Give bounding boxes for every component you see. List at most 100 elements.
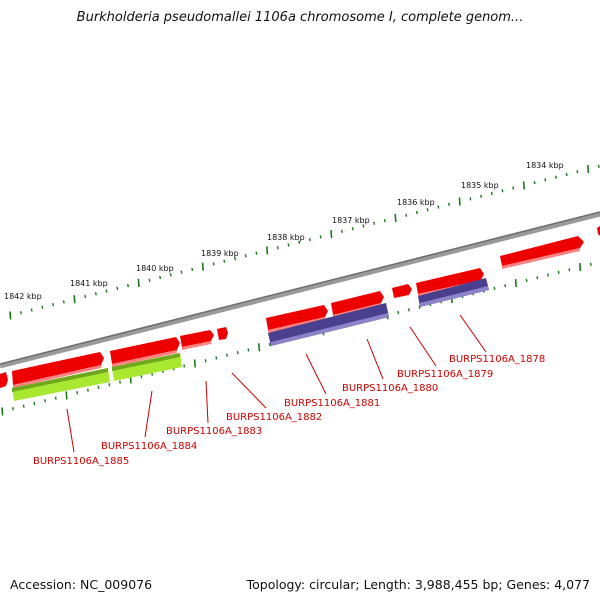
- major-tick: [579, 263, 582, 272]
- minor-tick: [319, 235, 322, 239]
- gene-label[interactable]: BURPS1106A_1883: [166, 426, 262, 437]
- minor-tick: [204, 359, 207, 363]
- minor-tick: [41, 305, 44, 309]
- minor-tick: [576, 170, 579, 174]
- minor-tick: [544, 178, 547, 182]
- major-tick: [514, 279, 517, 288]
- kbp-label: 1840 kbp: [136, 264, 174, 273]
- minor-tick: [555, 175, 557, 179]
- minor-tick: [212, 262, 215, 266]
- gene-feature[interactable]: [392, 284, 412, 298]
- minor-tick: [234, 256, 236, 261]
- kbp-label: 1837 kbp: [332, 216, 370, 225]
- minor-tick: [383, 218, 386, 223]
- minor-tick: [298, 240, 301, 244]
- kbp-label: 1834 kbp: [526, 161, 564, 170]
- minor-tick: [589, 262, 592, 267]
- minor-tick: [437, 205, 440, 209]
- minor-tick: [20, 311, 22, 315]
- minor-tick: [86, 388, 89, 392]
- minor-tick: [183, 364, 186, 368]
- minor-tick: [140, 375, 143, 379]
- gene-feature[interactable]: [266, 305, 328, 330]
- minor-tick: [493, 286, 496, 291]
- major-tick: [137, 278, 140, 287]
- outer-tick-ruler: [9, 164, 600, 320]
- minor-tick: [244, 254, 247, 258]
- kbp-label: 1839 kbp: [201, 249, 239, 258]
- major-tick: [65, 391, 68, 400]
- gene-label[interactable]: BURPS1106A_1878: [449, 354, 545, 365]
- minor-tick: [568, 268, 571, 272]
- gene-label[interactable]: BURPS1106A_1880: [342, 383, 438, 394]
- minor-tick: [180, 270, 183, 274]
- gene-label[interactable]: BURPS1106A_1881: [284, 398, 380, 409]
- minor-tick: [94, 292, 97, 296]
- minor-tick: [373, 221, 376, 225]
- major-tick: [330, 230, 333, 239]
- minor-tick: [76, 391, 79, 395]
- gene-feature[interactable]: [12, 352, 104, 385]
- minor-tick: [247, 348, 250, 352]
- gene-feature[interactable]: [416, 268, 484, 294]
- minor-tick: [255, 251, 258, 255]
- gene-feature[interactable]: [500, 236, 584, 266]
- gene-label[interactable]: BURPS1106A_1879: [397, 369, 493, 380]
- minor-tick: [362, 224, 365, 228]
- minor-tick: [525, 278, 528, 283]
- kbp-label: 1842 kbp: [4, 292, 42, 301]
- minor-tick: [84, 294, 87, 299]
- gene-feature[interactable]: [217, 327, 228, 340]
- minor-tick: [341, 229, 343, 234]
- minor-tick: [30, 308, 33, 312]
- minor-tick: [536, 276, 539, 280]
- minor-tick: [557, 270, 560, 275]
- minor-tick: [397, 310, 400, 315]
- minor-tick: [597, 164, 600, 169]
- minor-tick: [62, 300, 65, 304]
- minor-tick: [533, 180, 536, 185]
- minor-tick: [33, 401, 36, 406]
- minor-tick: [52, 302, 55, 307]
- map-title: Burkholderia pseudomallei 1106a chromoso…: [76, 10, 524, 25]
- minor-tick: [119, 380, 121, 384]
- major-tick: [394, 213, 397, 222]
- gene-feature[interactable]: [0, 372, 8, 388]
- gene-feature[interactable]: [110, 337, 180, 364]
- genome-summary-text: Topology: circular; Length: 3,988,455 bp…: [246, 577, 590, 592]
- minor-tick: [97, 385, 100, 390]
- minor-tick: [127, 283, 129, 288]
- gene-label[interactable]: BURPS1106A_1882: [226, 412, 322, 423]
- gene-feature[interactable]: [180, 330, 214, 347]
- major-tick: [522, 181, 525, 190]
- major-tick: [587, 165, 590, 174]
- minor-tick: [565, 172, 568, 177]
- reverse-strand-genes: [12, 278, 489, 401]
- gene-label[interactable]: BURPS1106A_1885: [33, 456, 129, 467]
- minor-tick: [44, 399, 47, 403]
- minor-tick: [226, 353, 228, 357]
- forward-strand-genes: [0, 226, 600, 388]
- minor-tick: [215, 356, 218, 360]
- gene-feature[interactable]: [331, 291, 384, 315]
- minor-tick: [276, 246, 279, 250]
- minor-tick: [480, 194, 483, 198]
- major-tick: [73, 295, 76, 304]
- minor-tick: [469, 197, 472, 201]
- kbp-label: 1836 kbp: [397, 198, 435, 207]
- kbp-label: 1838 kbp: [267, 233, 305, 242]
- minor-tick: [547, 273, 549, 277]
- gene-label[interactable]: BURPS1106A_1884: [101, 441, 197, 452]
- gene-labels: BURPS1106A_1878 BURPS1106A_1879 BURPS110…: [33, 354, 545, 467]
- gene-label-leaders: [66, 314, 487, 453]
- minor-tick: [268, 342, 271, 347]
- minor-tick: [490, 191, 493, 196]
- minor-tick: [54, 396, 57, 400]
- minor-tick: [512, 186, 515, 190]
- minor-tick: [148, 278, 151, 282]
- major-tick: [193, 359, 196, 368]
- minor-tick: [407, 308, 410, 312]
- gene-feature[interactable]: [597, 226, 600, 236]
- minor-tick: [169, 273, 172, 277]
